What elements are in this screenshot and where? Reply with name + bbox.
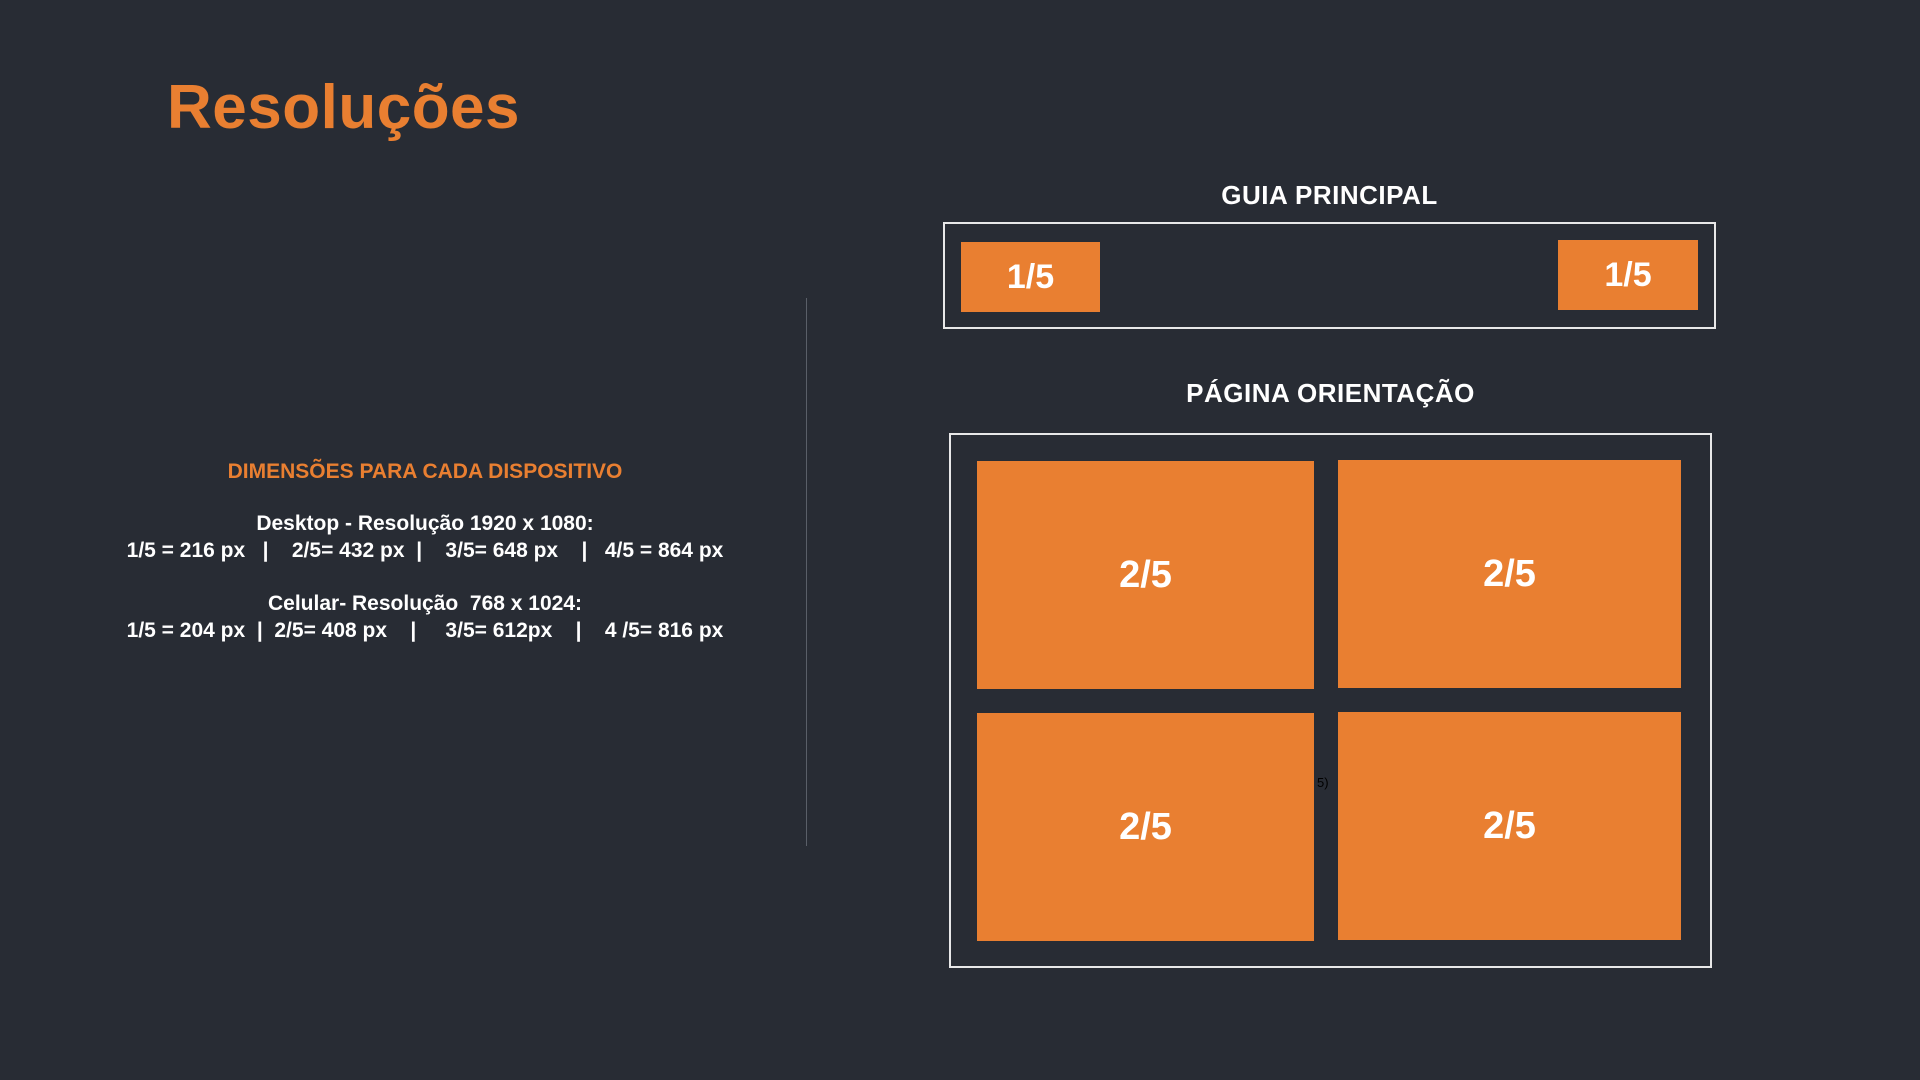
page-title: Resoluções (167, 73, 521, 142)
vertical-divider (806, 298, 807, 846)
guia-block-right: 1/5 (1558, 240, 1698, 310)
orientation-block-bottom-right: 2/5 (1338, 712, 1681, 940)
guia-principal-title: GUIA PRINCIPAL (1221, 180, 1438, 210)
pagina-orientacao-title: PÁGINA ORIENTAÇÃO (1186, 378, 1475, 408)
mobile-values: 1/5 = 204 px | 2/5= 408 px | 3/5= 612px … (126, 619, 724, 642)
orientation-block-bottom-left: 2/5 (977, 713, 1314, 941)
orientation-block-top-right: 2/5 (1338, 460, 1681, 688)
mobile-dimensions: Celular- Resolução 768 x 1024: 1/5 = 204… (60, 590, 790, 644)
desktop-dimensions: Desktop - Resolução 1920 x 1080: 1/5 = 2… (60, 510, 790, 564)
orientation-block-top-left: 2/5 (977, 461, 1314, 689)
pagina-orientacao-frame (949, 433, 1712, 968)
guia-block-left: 1/5 (961, 242, 1100, 312)
guia-principal-frame (943, 222, 1716, 329)
desktop-title: Desktop - Resolução 1920 x 1080: (256, 512, 594, 535)
dimensions-heading: DIMENSÕES PARA CADA DISPOSITIVO (227, 460, 623, 483)
desktop-values: 1/5 = 216 px | 2/5= 432 px | 3/5= 648 px… (126, 539, 724, 562)
dimensions-panel: DIMENSÕES PARA CADA DISPOSITIVO Desktop … (60, 460, 790, 670)
stray-label: 5) (1317, 775, 1329, 790)
mobile-title: Celular- Resolução 768 x 1024: (268, 592, 582, 615)
